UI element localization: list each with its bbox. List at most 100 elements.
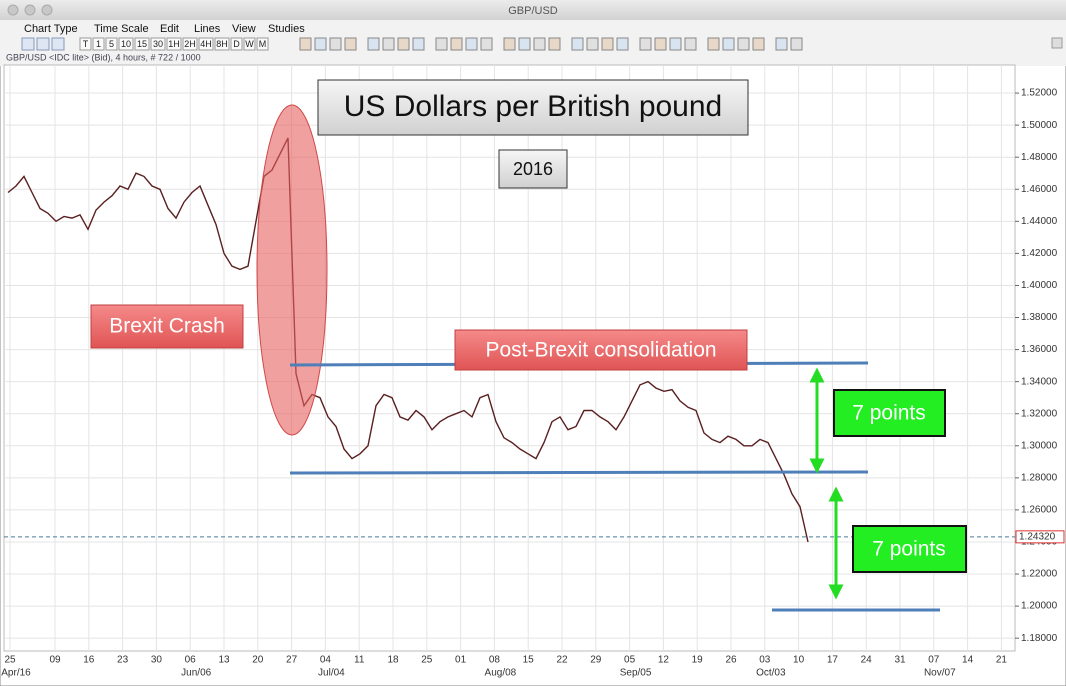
timescale-button[interactable] [198, 37, 214, 51]
tool-icon[interactable] [1051, 37, 1063, 49]
tool-icon[interactable] [397, 37, 410, 51]
timescale-label[interactable]: D [233, 39, 240, 49]
timescale-button[interactable] [214, 37, 230, 51]
timescale-label[interactable]: 2H [184, 39, 196, 49]
minimize-button[interactable] [24, 4, 36, 16]
timescale-button[interactable] [79, 37, 92, 51]
timescale-label[interactable]: 10 [121, 39, 131, 49]
tool-icon[interactable] [450, 37, 463, 51]
tool-icon[interactable] [518, 37, 531, 51]
x-tick-label: 25 [421, 655, 433, 666]
x-tick-label: 22 [556, 655, 568, 666]
x-tick-label: 07 [928, 655, 940, 666]
timescale-label[interactable]: 5 [109, 39, 114, 49]
axes: 1.180001.200001.220001.240001.260001.280… [1, 88, 1065, 679]
timescale-label[interactable]: M [259, 39, 267, 49]
timescale-label[interactable]: W [245, 39, 254, 49]
x-tick-label: 16 [83, 655, 95, 666]
tool-icon[interactable] [412, 37, 425, 51]
tool-icon[interactable] [571, 37, 584, 51]
annotation-box [90, 304, 244, 349]
tool-icon[interactable] [601, 37, 614, 51]
y-tick-label: 1.20000 [1021, 601, 1058, 612]
tool-icon[interactable] [36, 37, 50, 51]
timescale-button[interactable] [150, 37, 166, 51]
menu-item[interactable]: View [232, 23, 256, 35]
timescale-label[interactable]: 15 [137, 39, 147, 49]
tool-icon[interactable] [669, 37, 682, 51]
tool-icon[interactable] [752, 37, 765, 51]
tool-icon[interactable] [465, 37, 478, 51]
tool-icon[interactable] [684, 37, 697, 51]
timescale-button[interactable] [243, 37, 256, 51]
support-line [289, 470, 869, 475]
tool-icon[interactable] [616, 37, 629, 51]
timescale-button[interactable] [92, 37, 105, 51]
tool-icon[interactable] [722, 37, 735, 51]
timescale-label[interactable]: 4H [200, 39, 212, 49]
timescale-button[interactable] [182, 37, 198, 51]
tool-icon[interactable] [344, 37, 357, 51]
x-tick-label: 27 [286, 655, 298, 666]
menu-item[interactable]: Studies [268, 23, 305, 35]
x-tick-label: 17 [827, 655, 839, 666]
tool-icon[interactable] [503, 37, 516, 51]
x-tick-label: 04 [320, 655, 332, 666]
tool-icon[interactable] [314, 37, 327, 51]
timescale-button[interactable] [134, 37, 150, 51]
timescale-button[interactable] [166, 37, 182, 51]
tool-icon[interactable] [329, 37, 342, 51]
annotation-box [454, 329, 748, 371]
tool-icon[interactable] [21, 37, 35, 51]
tool-icon[interactable] [737, 37, 750, 51]
tool-icon[interactable] [435, 37, 448, 51]
timescale-button[interactable] [256, 37, 269, 51]
tool-icon[interactable] [639, 37, 652, 51]
y-tick-label: 1.50000 [1021, 120, 1058, 131]
tool-icon[interactable] [382, 37, 395, 51]
tool-icon[interactable] [480, 37, 493, 51]
menu-item[interactable]: Time Scale [94, 23, 149, 35]
timescale-label[interactable]: T [83, 39, 89, 49]
subtitle-box [498, 149, 568, 189]
close-button[interactable] [7, 4, 19, 16]
tool-icon[interactable] [299, 37, 312, 51]
annotation-box [852, 525, 967, 573]
y-tick-label: 1.46000 [1021, 184, 1058, 195]
tool-icon[interactable] [586, 37, 599, 51]
window-title: GBP/USD [508, 5, 558, 17]
tool-icon[interactable] [654, 37, 667, 51]
x-tick-label: 20 [252, 655, 264, 666]
timescale-label[interactable]: 1 [96, 39, 101, 49]
x-tick-label: 26 [725, 655, 737, 666]
tool-icon[interactable] [548, 37, 561, 51]
x-tick-label: 25 [4, 655, 16, 666]
tool-icon[interactable] [707, 37, 720, 51]
menu-item[interactable]: Lines [194, 23, 221, 35]
y-tick-label: 1.44000 [1021, 216, 1058, 227]
last-price-label: 1.24320 [1019, 531, 1056, 542]
y-tick-label: 1.32000 [1021, 408, 1058, 419]
timescale-label[interactable]: 8H [216, 39, 228, 49]
zoom-button[interactable] [41, 4, 53, 16]
price-line [7, 137, 809, 543]
timescale-label[interactable]: 1H [168, 39, 180, 49]
tool-icon[interactable] [775, 37, 788, 51]
title-bar [0, 0, 1066, 20]
timescale-button[interactable] [105, 37, 118, 51]
x-tick-label: 24 [861, 655, 873, 666]
plot [4, 137, 1015, 543]
y-tick-label: 1.38000 [1021, 312, 1058, 323]
tool-icon[interactable] [51, 37, 65, 51]
tool-icon[interactable] [790, 37, 803, 51]
timescale-button[interactable] [230, 37, 243, 51]
menu-item[interactable]: Chart Type [24, 23, 78, 35]
timescale-button[interactable] [118, 37, 134, 51]
tool-icon[interactable] [533, 37, 546, 51]
timescale-label[interactable]: 30 [153, 39, 163, 49]
menu-item[interactable]: Edit [160, 23, 179, 35]
x-month-label: Nov/07 [924, 668, 956, 679]
annotation: Brexit Crash [109, 315, 225, 338]
tool-icon[interactable] [367, 37, 380, 51]
